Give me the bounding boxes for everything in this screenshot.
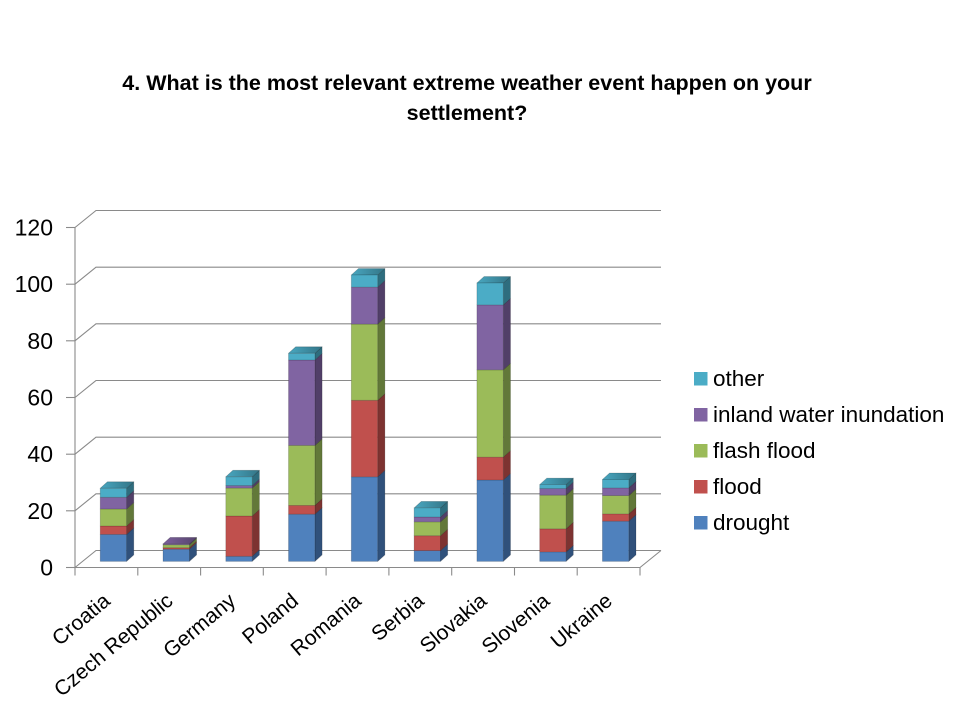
svg-text:120: 120 <box>15 215 53 241</box>
svg-text:60: 60 <box>27 385 53 411</box>
svg-text:settlement?: settlement? <box>407 101 528 125</box>
svg-text:other: other <box>713 366 765 391</box>
svg-text:drought: drought <box>713 510 790 535</box>
svg-text:flood: flood <box>713 474 762 499</box>
svg-text:100: 100 <box>15 271 53 297</box>
svg-text:0: 0 <box>40 555 53 581</box>
svg-text:40: 40 <box>27 441 53 467</box>
svg-text:4. What is the most relevant e: 4. What is the most relevant extreme wea… <box>122 71 812 95</box>
svg-text:flash flood: flash flood <box>713 438 816 463</box>
svg-text:inland water inundation: inland water inundation <box>713 402 944 427</box>
svg-text:80: 80 <box>27 328 53 354</box>
svg-text:20: 20 <box>27 498 53 524</box>
